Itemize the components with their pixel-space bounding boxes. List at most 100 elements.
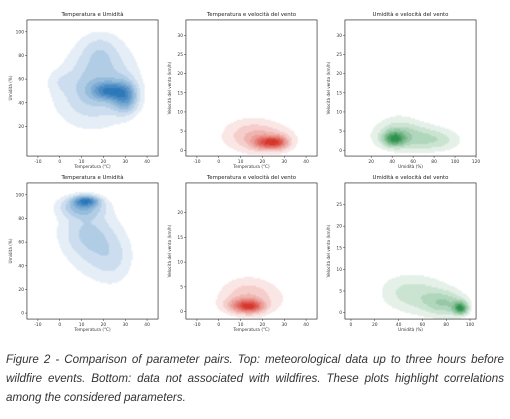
x-tick-label: 30: [122, 159, 128, 165]
plot-title: Umidità e velocità del vento: [373, 11, 449, 18]
x-tick-label: 10: [238, 159, 244, 165]
y-tick-label: 80: [18, 216, 24, 222]
x-axis-label: Umidità (%): [398, 327, 423, 332]
plot-title: Umidità e velocità del vento: [373, 174, 449, 181]
y-axis-label: Umidità (%): [8, 75, 13, 100]
x-tick-label: -10: [34, 159, 41, 165]
y-tick-label: 40: [18, 100, 24, 106]
y-tick-label: 60: [18, 240, 24, 246]
density-fill: [186, 20, 317, 156]
x-tick-label: 10: [238, 322, 244, 328]
density-plot-3: Umidità e velocità del vento 20 40 60 80 100 1…: [326, 11, 480, 169]
density-fill: [345, 20, 476, 156]
x-tick-label: 10: [79, 159, 85, 165]
x-tick-label: -10: [193, 159, 200, 165]
plot-title: Temperatura e velocità del vento: [206, 174, 296, 181]
y-tick-label: 25: [177, 52, 183, 58]
x-tick-label: 0: [217, 322, 220, 328]
y-tick-label: 0: [339, 310, 342, 316]
x-tick-label: 120: [472, 159, 481, 165]
density-plot-4: Temperatura e Umidità -10 0 10 20 30 40 0 20 40 60…: [8, 174, 159, 332]
y-tick-label: 15: [336, 245, 342, 251]
x-tick-label: 80: [443, 322, 449, 328]
x-axis-label: Temperatura (°C): [232, 327, 270, 332]
y-tick-label: 15: [177, 90, 183, 96]
plot-title: Temperatura e Umidità: [60, 174, 123, 181]
x-tick-label: 40: [303, 159, 309, 165]
x-axis-label: Temperatura (°C): [232, 164, 270, 169]
y-tick-label: 40: [18, 263, 24, 269]
x-tick-label: 40: [303, 322, 309, 328]
x-tick-label: 20: [101, 159, 107, 165]
density-fill: [27, 20, 158, 156]
x-tick-label: 30: [281, 159, 287, 165]
x-tick-label: 20: [260, 159, 266, 165]
y-tick-label: 100: [16, 29, 25, 35]
figure-caption: Figure 2 - Comparison of parameter pairs…: [6, 353, 504, 404]
y-axis-label: Velocità del vento (km/h): [167, 224, 172, 277]
x-tick-label: 60: [420, 322, 426, 328]
y-tick-label: 20: [177, 71, 183, 77]
y-tick-label: 20: [18, 124, 24, 130]
y-tick-label: 0: [21, 311, 24, 317]
x-tick-label: 20: [368, 159, 374, 165]
density-fill: [186, 183, 317, 319]
x-tick-label: 0: [58, 322, 61, 328]
x-tick-label: -10: [34, 322, 41, 328]
x-tick-label: 10: [79, 322, 85, 328]
y-tick-label: 20: [18, 287, 24, 293]
x-axis-label: Umidità (%): [398, 164, 423, 169]
x-axis-label: Temperatura (°C): [73, 327, 111, 332]
y-tick-label: 100: [16, 192, 25, 198]
y-tick-label: 60: [18, 77, 24, 83]
x-tick-label: 40: [144, 322, 150, 328]
x-tick-label: 40: [396, 322, 402, 328]
y-axis-label: Velocità del vento (km/h): [326, 61, 331, 114]
density-fill: [27, 183, 158, 319]
y-tick-label: 80: [18, 53, 24, 59]
y-axis-label: Umidità (%): [8, 238, 13, 263]
x-tick-label: 0: [350, 322, 353, 328]
plot-title: Temperatura e velocità del vento: [206, 11, 296, 18]
x-axis-label: Temperatura (°C): [73, 164, 111, 169]
y-tick-label: 25: [336, 52, 342, 58]
y-tick-label: 5: [180, 129, 183, 135]
x-tick-label: 30: [281, 322, 287, 328]
y-tick-label: 5: [339, 129, 342, 135]
figure-grid: Temperatura e Umidità -10 0 10 20 30 40 20 40 60 8…: [8, 11, 480, 332]
x-tick-label: 20: [372, 322, 378, 328]
x-tick-label: 0: [58, 159, 61, 165]
x-tick-label: 0: [217, 159, 220, 165]
y-tick-label: 25: [336, 202, 342, 208]
y-tick-label: 10: [177, 260, 183, 266]
density-fill: [345, 183, 476, 319]
y-tick-label: 10: [177, 109, 183, 115]
x-tick-label: 20: [101, 322, 107, 328]
y-tick-label: 30: [177, 33, 183, 39]
x-tick-label: 60: [410, 159, 416, 165]
x-tick-label: 40: [389, 159, 395, 165]
x-tick-label: -10: [193, 322, 200, 328]
y-axis-label: Velocità del vento (km/h): [167, 61, 172, 114]
y-tick-label: 30: [336, 33, 342, 39]
x-tick-label: 100: [451, 159, 460, 165]
plot-title: Temperatura e Umidità: [60, 11, 123, 18]
y-tick-label: 20: [336, 71, 342, 77]
y-tick-label: 15: [177, 235, 183, 241]
x-tick-label: 30: [122, 322, 128, 328]
x-tick-label: 80: [431, 159, 437, 165]
density-plot-2: Temperatura e velocità del vento -10 0 10 20…: [167, 11, 318, 169]
y-tick-label: 10: [336, 109, 342, 115]
y-tick-label: 5: [180, 284, 183, 290]
y-axis-label: Velocità del vento (km/h): [326, 224, 331, 277]
y-tick-label: 5: [339, 288, 342, 294]
x-tick-label: 40: [144, 159, 150, 165]
y-tick-label: 0: [180, 148, 183, 154]
y-tick-label: 20: [336, 224, 342, 230]
y-tick-label: 0: [180, 309, 183, 315]
x-tick-label: 20: [260, 322, 266, 328]
density-plot-5: Temperatura e velocità del vento -10 0 10 20…: [167, 174, 318, 332]
density-plot-1: Temperatura e Umidità -10 0 10 20 30 40 20 40 60 8…: [8, 11, 159, 169]
y-tick-label: 15: [336, 90, 342, 96]
